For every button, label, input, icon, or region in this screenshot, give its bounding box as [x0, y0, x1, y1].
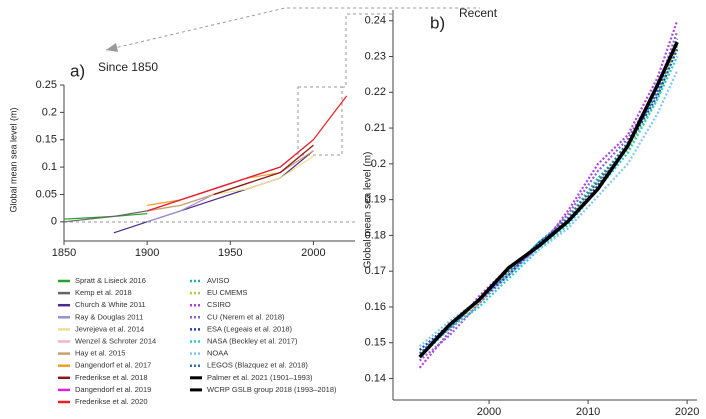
legend-label: CU (Nerem et al. 2018) — [207, 312, 285, 321]
y-tick-label: 0.1 — [42, 161, 57, 173]
legend-label: EU CMEMS — [207, 288, 247, 297]
series-line — [113, 150, 314, 234]
legend-label: AVISO — [207, 276, 230, 285]
legend-label: Church & White 2011 — [75, 300, 146, 309]
legend-label: Dangendorf et al. 2017 — [75, 361, 151, 370]
y-tick-label: 0.18 — [365, 229, 386, 241]
panel-title: Since 1850 — [98, 60, 158, 74]
decoration — [64, 7, 480, 223]
series-line — [418, 31, 679, 362]
y-tick-label: 0.25 — [36, 79, 57, 91]
panel-title: Recent — [459, 6, 498, 20]
series-line — [418, 41, 679, 355]
y-axis-label: Global mean sea level (m) — [363, 152, 374, 269]
y-tick-label: 0.19 — [365, 194, 386, 206]
zoom-box — [297, 86, 343, 156]
y-tick-label: 0.05 — [36, 188, 57, 200]
legend-label: Spratt & Lisieck 2016 — [75, 276, 146, 285]
x-tick-label: 2000 — [301, 247, 325, 259]
series-line — [418, 45, 679, 358]
series-line — [418, 48, 679, 351]
y-axis-label: Global mean sea level (m) — [8, 107, 18, 212]
y-tick-label: 0.15 — [36, 134, 57, 146]
series-line — [146, 95, 348, 212]
series-line — [418, 38, 679, 355]
zoom-link — [342, 13, 393, 88]
y-tick-label: 0.2 — [42, 106, 57, 118]
legend-label: WCRP GSLB group 2018 (1993–2018) — [207, 385, 337, 394]
series-line — [213, 144, 314, 196]
legend-label: Kemp et al. 2018 — [75, 288, 132, 297]
legend-label: NASA (Beckley et al. 2017) — [207, 336, 298, 345]
panel-label: b) — [430, 13, 445, 32]
y-tick-label: 0.16 — [365, 301, 386, 313]
arrow-head — [106, 43, 118, 52]
legend-label: NOAA — [207, 349, 228, 358]
legend-label: Frederikse et al. 2020 — [75, 397, 148, 406]
x-tick-label: 1950 — [218, 247, 242, 259]
x-tick-label: 1850 — [52, 247, 76, 259]
legend-label: Jevrejeva et al. 2014 — [75, 324, 144, 333]
legend-label: Frederikse et al. 2018 — [75, 373, 148, 382]
y-tick-label: 0 — [51, 216, 57, 228]
series-line — [180, 144, 314, 206]
series-line — [63, 213, 148, 220]
series-line — [418, 41, 679, 359]
y-tick-label: 0.23 — [365, 50, 386, 62]
legend-label: ESA (Legeais et al. 2018) — [207, 324, 293, 333]
y-tick-label: 0.24 — [365, 15, 386, 27]
legend-label: CSIRO — [207, 300, 231, 309]
series-line — [146, 139, 314, 212]
y-tick-label: 0.22 — [365, 86, 386, 98]
legend-label: Ray & Douglas 2011 — [75, 312, 143, 321]
legend-label: LEGOS (Blazquez et al. 2018) — [207, 361, 308, 370]
y-tick-label: 0.2 — [371, 158, 386, 170]
legend-label: Palmer et al. 2021 (1901–1993) — [207, 373, 313, 382]
legend-label: Wenzel & Schroter 2014 — [75, 336, 156, 345]
legend-label: Dangendorf et al. 2019 — [75, 385, 151, 394]
y-tick-label: 0.17 — [365, 265, 386, 277]
x-tick-label: 2000 — [477, 406, 501, 418]
y-tick-label: 0.21 — [365, 122, 386, 134]
arrow-line — [105, 7, 480, 51]
x-tick-label: 2020 — [675, 406, 699, 418]
legend-label: Hay et al. 2015 — [75, 349, 125, 358]
series-line — [147, 144, 314, 206]
series-line — [418, 56, 679, 358]
panel-label: a) — [70, 61, 85, 80]
y-tick-label: 0.14 — [365, 372, 386, 384]
y-tick-label: 0.15 — [365, 337, 386, 349]
x-tick-label: 2010 — [576, 406, 600, 418]
x-tick-label: 1900 — [135, 247, 159, 259]
